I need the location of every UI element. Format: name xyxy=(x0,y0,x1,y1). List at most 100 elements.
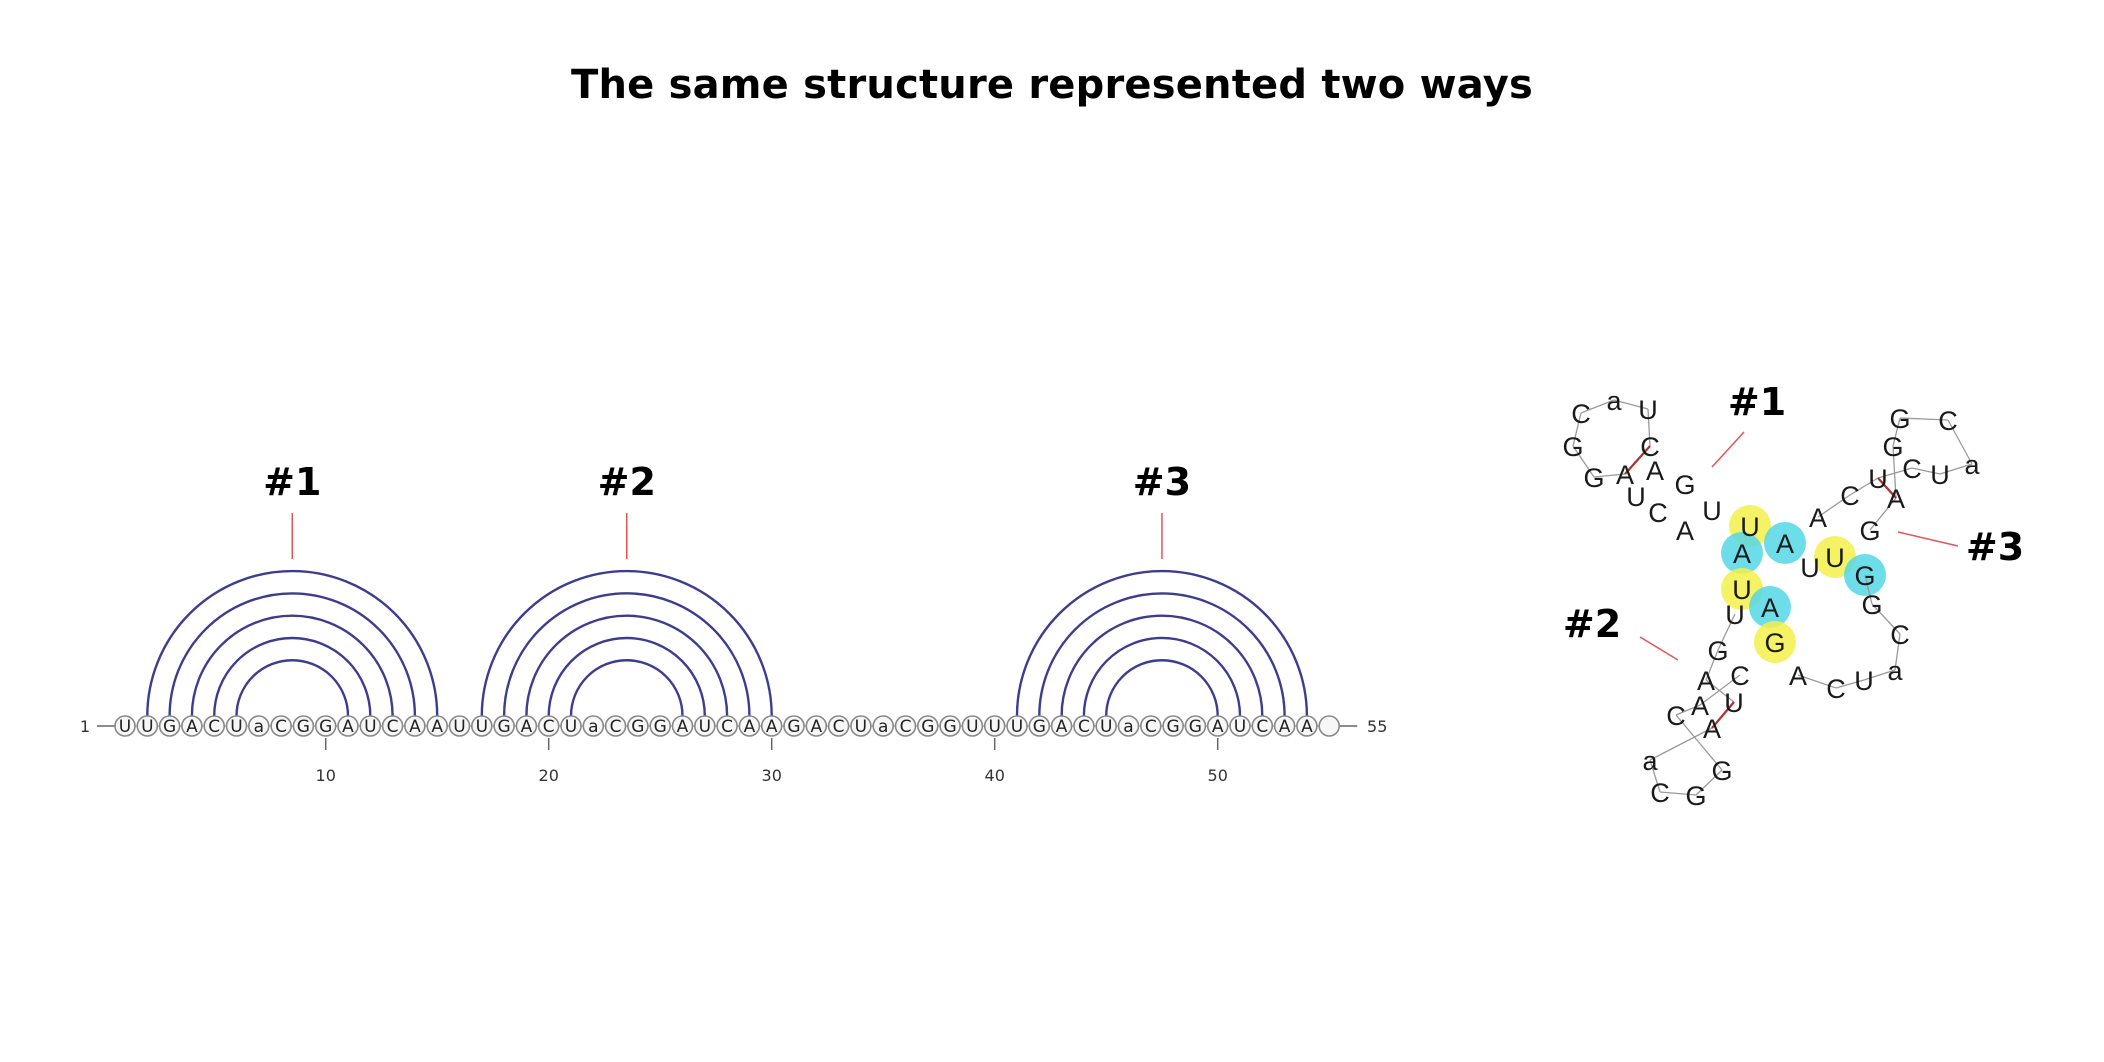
position-tick-label: 20 xyxy=(539,766,559,785)
nucleotide-letter: U xyxy=(1724,688,1744,718)
nucleotide-circle xyxy=(1273,715,1296,737)
nucleotide-letter: a xyxy=(878,717,888,737)
nucleotide-letter: A xyxy=(1761,593,1779,623)
nucleotide-letter: U xyxy=(230,717,242,737)
nucleotide-circle xyxy=(114,715,136,737)
nucleotide-letter: U xyxy=(1930,460,1950,490)
base-pair-arc xyxy=(235,659,350,717)
nucleotide-letter: G xyxy=(1189,717,1202,737)
nucleotide-letter: C xyxy=(1666,701,1686,731)
nucleotide-circle xyxy=(716,715,738,737)
nucleotide-circle xyxy=(225,715,248,737)
base-pair-arc xyxy=(146,569,439,717)
nucleotide-letter: C xyxy=(387,717,399,737)
highlight-glow xyxy=(1764,522,1806,564)
nucleotide-letter: G xyxy=(1711,756,1732,786)
nucleotide-letter: G xyxy=(1854,561,1875,591)
backbone-segment xyxy=(1675,714,1723,771)
nucleotide-letter: U xyxy=(966,717,978,737)
nucleotide-letter: C xyxy=(1078,717,1090,737)
nucleotide-letter: C xyxy=(833,717,845,737)
nucleotide-letter: C xyxy=(610,717,622,737)
nucleotide-letter: G xyxy=(1674,470,1695,500)
base-pair-arc xyxy=(547,636,706,717)
nucleotide-letter: G xyxy=(1167,717,1180,737)
backbone-segment xyxy=(1892,445,1897,499)
nucleotide-letter: A xyxy=(186,717,198,737)
nucleotide-circle xyxy=(627,715,649,737)
nucleotide-circle xyxy=(1318,715,1340,737)
nucleotide-letter: U xyxy=(1868,464,1888,494)
nucleotide-letter: C xyxy=(1571,399,1591,429)
nucleotide-circle xyxy=(1117,715,1140,737)
backbone-segment xyxy=(1849,477,1879,496)
nucleotide-letter: G xyxy=(498,717,511,737)
highlight-glow xyxy=(1721,532,1763,574)
nucleotide-letter: A xyxy=(342,717,354,737)
backbone-segment xyxy=(1835,679,1865,689)
nucleotide-letter: U xyxy=(699,717,711,737)
nucleotide-letter: A xyxy=(1279,717,1291,737)
sequence-end-label: 55 xyxy=(1367,717,1387,736)
helix-label: #3 xyxy=(1966,525,2024,569)
backbone-segment xyxy=(1869,497,1897,531)
nucleotide-letter: U xyxy=(565,717,577,737)
nucleotide-letter: G xyxy=(1859,516,1880,546)
nucleotide-letter: C xyxy=(275,717,287,737)
nucleotide-letter: U xyxy=(1234,717,1246,737)
nucleotide-letter: G xyxy=(1861,590,1882,620)
nucleotide-letter: A xyxy=(431,717,443,737)
nucleotide-letter: U xyxy=(1011,717,1023,737)
nucleotide-letter: C xyxy=(1145,717,1157,737)
nucleotide-letter: G xyxy=(163,717,176,737)
backbone-segment xyxy=(1817,494,1851,518)
nucleotide-letter: a xyxy=(254,717,264,737)
nucleotide-letter: a xyxy=(588,717,598,737)
base-pair-arc xyxy=(569,659,684,717)
backbone-segment xyxy=(1572,412,1582,447)
nucleotide-circle xyxy=(760,715,783,737)
nucleotide-circle xyxy=(783,715,805,737)
nucleotide-letter: A xyxy=(521,717,533,737)
nucleotide-circle xyxy=(872,715,895,737)
backbone-segment xyxy=(1572,445,1595,478)
base-pair-arc xyxy=(525,614,729,717)
nucleotide-letter: A xyxy=(1646,456,1664,486)
nucleotide-letter: G xyxy=(921,717,934,737)
helix-marker-line xyxy=(1711,431,1745,468)
helix-label: #2 xyxy=(598,460,656,504)
nucleotide-letter: A xyxy=(744,717,756,737)
nucleotide-circle xyxy=(314,715,337,737)
nucleotide-circle xyxy=(894,715,917,737)
base-pair-arc xyxy=(502,592,751,717)
base-pair-arc xyxy=(1015,569,1309,717)
nucleotide-circle xyxy=(203,715,225,737)
backbone-segment xyxy=(1659,791,1697,796)
nucleotide-circle xyxy=(1028,715,1051,737)
nucleotide-circle xyxy=(939,715,961,737)
nucleotide-letter: G xyxy=(787,717,800,737)
position-tick-label: 30 xyxy=(762,766,782,785)
nucleotide-circle xyxy=(448,715,471,737)
nucleotide-circle xyxy=(560,715,582,737)
nucleotide-letter: G xyxy=(1889,404,1910,434)
nucleotide-letter: A xyxy=(1676,516,1694,546)
nucleotide-circle xyxy=(136,715,159,737)
nucleotide-letter: C xyxy=(208,717,220,737)
nucleotide-letter: A xyxy=(1691,691,1709,721)
nucleotide-circle xyxy=(805,715,828,737)
nucleotide-letter: G xyxy=(1707,636,1728,666)
closing-pair-bar xyxy=(1877,477,1897,499)
nucleotide-circle xyxy=(292,715,315,737)
backbone-segment xyxy=(1647,408,1651,447)
nucleotide-letter: A xyxy=(1703,714,1721,744)
backbone-segment xyxy=(1894,633,1901,671)
nucleotide-circle xyxy=(1095,715,1117,737)
helix-label: #1 xyxy=(1728,380,1786,424)
nucleotide-letter: C xyxy=(1938,406,1958,436)
base-pair-arc xyxy=(168,592,417,717)
nucleotide-circle xyxy=(1140,715,1162,737)
nucleotide-circle xyxy=(337,715,359,737)
nucleotide-letter: U xyxy=(1100,717,1112,737)
